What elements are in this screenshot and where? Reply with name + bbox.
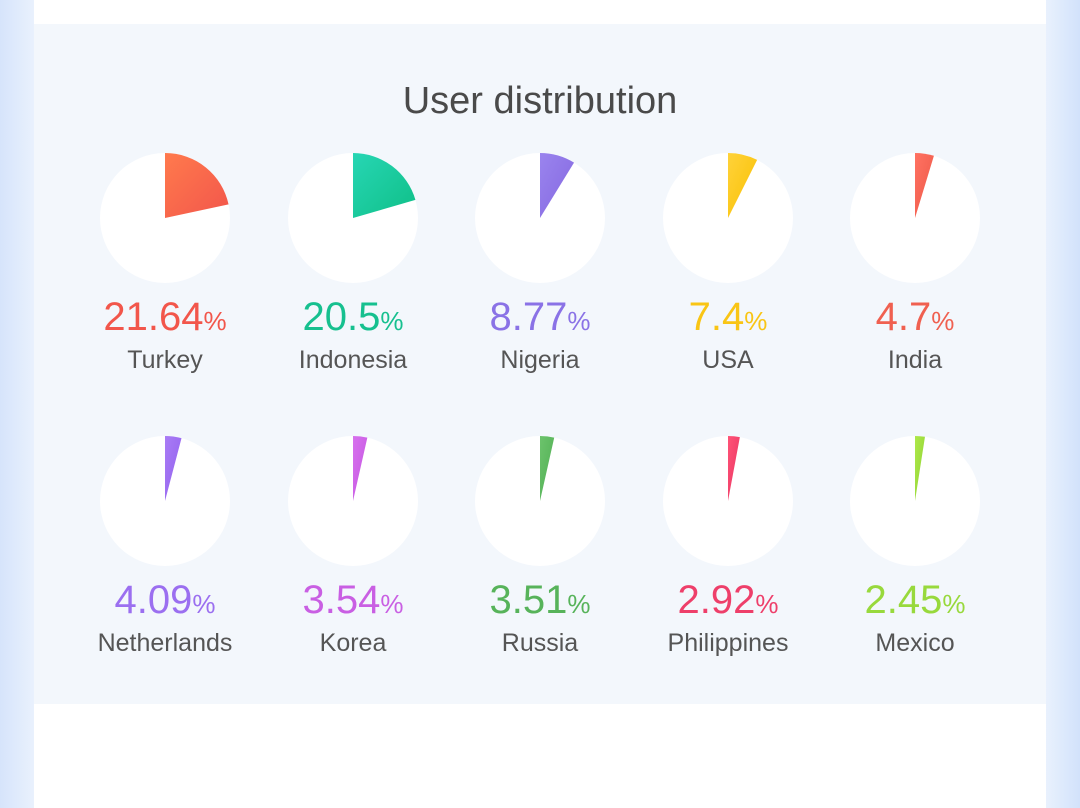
percentage-unit: % (942, 589, 966, 619)
pie-chart-india (850, 153, 980, 283)
pie-chart-mexico (850, 436, 980, 566)
percentage-label: 21.64% (71, 295, 259, 343)
country-label: Netherlands (97, 629, 233, 657)
pie-slice-philippines (728, 436, 740, 501)
pie-slice-indonesia (353, 153, 416, 218)
country-label: India (887, 346, 943, 374)
percentage-label: 2.92% (634, 578, 822, 626)
user-distribution-panel: User distribution 21.64% Turkey 20.5% Indon… (34, 24, 1046, 704)
pie-cell-mexico: 2.45% Mexico (821, 436, 1009, 676)
pie-chart-philippines (663, 436, 793, 566)
percentage-unit: % (755, 589, 779, 619)
country-label: Indonesia (298, 346, 408, 374)
pie-cell-korea: 3.54% Korea (259, 436, 447, 676)
percentage-unit: % (744, 306, 768, 336)
percentage-unit: % (380, 589, 404, 619)
percentage-value: 21.64 (103, 295, 204, 339)
country-label: Russia (501, 629, 579, 657)
pie-cell-indonesia: 20.5% Indonesia (259, 153, 447, 393)
percentage-value: 2.92 (677, 578, 756, 622)
percentage-value: 2.45 (864, 578, 943, 622)
percentage-value: 20.5 (302, 295, 381, 339)
percentage-unit: % (203, 306, 227, 336)
percentage-unit: % (567, 589, 591, 619)
country-label: Mexico (875, 629, 955, 657)
pie-cell-india: 4.7% India (821, 153, 1009, 393)
percentage-value: 7.4 (688, 295, 745, 339)
pie-cell-russia: 3.51% Russia (446, 436, 634, 676)
pie-chart-russia (475, 436, 605, 566)
percentage-label: 8.77% (446, 295, 634, 343)
pie-cell-philippines: 2.92% Philippines (634, 436, 822, 676)
pie-chart-usa (663, 153, 793, 283)
pie-chart-korea (288, 436, 418, 566)
pie-slice-turkey (165, 153, 229, 218)
percentage-value: 4.09 (114, 578, 193, 622)
percentage-label: 20.5% (259, 295, 447, 343)
percentage-label: 3.54% (259, 578, 447, 626)
pie-slice-usa (728, 153, 758, 218)
pie-cell-netherlands: 4.09% Netherlands (71, 436, 259, 676)
percentage-label: 4.7% (821, 295, 1009, 343)
pie-slice-korea (353, 436, 368, 501)
pie-cell-usa: 7.4% USA (634, 153, 822, 393)
pie-chart-indonesia (288, 153, 418, 283)
country-label: USA (702, 346, 754, 374)
pie-chart-turkey (100, 153, 230, 283)
pie-cell-nigeria: 8.77% Nigeria (446, 153, 634, 393)
pie-chart-netherlands (100, 436, 230, 566)
percentage-unit: % (380, 306, 404, 336)
percentage-value: 4.7 (875, 295, 932, 339)
percentage-value: 3.51 (489, 578, 568, 622)
percentage-unit: % (192, 589, 216, 619)
pie-chart-nigeria (475, 153, 605, 283)
country-label: Korea (319, 629, 387, 657)
pie-slice-nigeria (540, 153, 575, 218)
percentage-unit: % (931, 306, 955, 336)
pie-cell-turkey: 21.64% Turkey (71, 153, 259, 393)
percentage-label: 2.45% (821, 578, 1009, 626)
percentage-value: 3.54 (302, 578, 381, 622)
percentage-unit: % (567, 306, 591, 336)
percentage-label: 4.09% (71, 578, 259, 626)
country-label: Philippines (667, 629, 789, 657)
country-label: Nigeria (500, 346, 580, 374)
percentage-label: 7.4% (634, 295, 822, 343)
country-label: Turkey (127, 346, 203, 374)
pie-slice-netherlands (165, 436, 182, 501)
pie-slice-mexico (915, 436, 925, 501)
panel-title: User distribution (402, 80, 678, 122)
percentage-value: 8.77 (489, 295, 568, 339)
pie-slice-india (915, 153, 934, 218)
pie-slice-russia (540, 436, 555, 501)
percentage-label: 3.51% (446, 578, 634, 626)
